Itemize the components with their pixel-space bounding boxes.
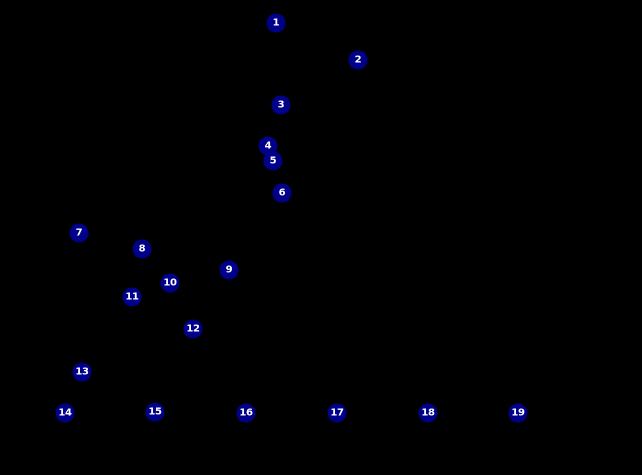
graph-node-8[interactable]: 8 [132, 239, 152, 259]
graph-node-10[interactable]: 10 [160, 273, 180, 293]
graph-node-1[interactable]: 1 [266, 13, 286, 33]
graph-node-11[interactable]: 11 [122, 287, 142, 307]
graph-node-5[interactable]: 5 [263, 151, 283, 171]
graph-node-6[interactable]: 6 [272, 183, 292, 203]
graph-node-3[interactable]: 3 [271, 95, 291, 115]
graph-node-15[interactable]: 15 [145, 402, 165, 422]
graph-node-12[interactable]: 12 [183, 319, 203, 339]
graph-node-14[interactable]: 14 [55, 403, 75, 423]
graph-node-7[interactable]: 7 [69, 223, 89, 243]
graph-node-17[interactable]: 17 [327, 403, 347, 423]
graph-node-18[interactable]: 18 [418, 403, 438, 423]
graph-node-13[interactable]: 13 [72, 362, 92, 382]
graph-node-2[interactable]: 2 [348, 50, 368, 70]
graph-node-16[interactable]: 16 [236, 403, 256, 423]
graph-node-9[interactable]: 9 [219, 260, 239, 280]
graph-node-4[interactable]: 4 [258, 136, 278, 156]
graph-node-19[interactable]: 19 [508, 403, 528, 423]
